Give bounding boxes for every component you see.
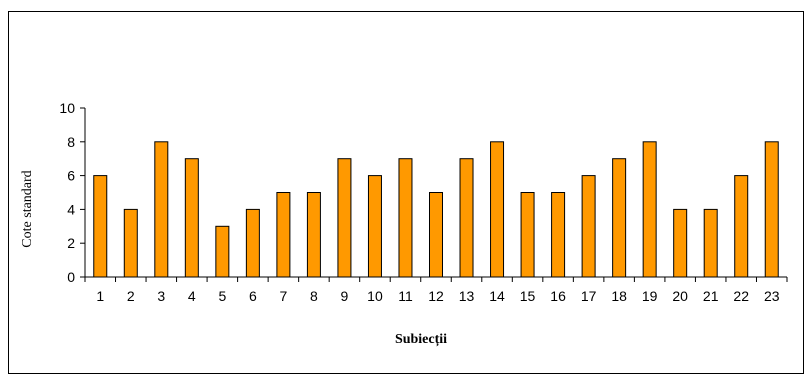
bar bbox=[673, 208, 688, 278]
x-tick-label: 3 bbox=[157, 288, 165, 304]
x-tick-label: 5 bbox=[218, 288, 226, 304]
x-tick-label: 22 bbox=[733, 288, 749, 304]
bar bbox=[123, 208, 138, 278]
x-tick-label: 19 bbox=[642, 288, 658, 304]
bar bbox=[306, 192, 321, 278]
bar bbox=[703, 208, 718, 278]
y-tick-label: 6 bbox=[67, 168, 75, 184]
y-axis-label: Cote standard bbox=[20, 170, 35, 247]
bar bbox=[429, 192, 443, 278]
x-tick-label: 11 bbox=[398, 288, 413, 304]
x-tick-label: 23 bbox=[764, 288, 780, 304]
bar bbox=[490, 141, 505, 278]
bar bbox=[520, 192, 535, 278]
y-tick-label: 4 bbox=[67, 201, 75, 217]
x-tick-label: 4 bbox=[188, 288, 196, 304]
x-tick-label: 18 bbox=[611, 288, 627, 304]
x-tick-label: 14 bbox=[489, 288, 505, 304]
x-tick-label: 17 bbox=[581, 288, 597, 304]
bar bbox=[93, 175, 108, 278]
bar bbox=[551, 192, 566, 278]
x-tick-label: 10 bbox=[367, 288, 383, 304]
bar bbox=[245, 208, 260, 278]
x-tick-label: 20 bbox=[672, 288, 688, 304]
bar bbox=[459, 158, 474, 278]
x-tick-label: 2 bbox=[127, 288, 135, 304]
bar bbox=[276, 192, 291, 278]
bar bbox=[398, 158, 413, 278]
bar bbox=[642, 141, 657, 278]
y-tick-label: 10 bbox=[59, 100, 75, 116]
x-tick-label: 15 bbox=[520, 288, 536, 304]
bar bbox=[184, 158, 199, 278]
x-tick-label: 7 bbox=[279, 288, 287, 304]
bar bbox=[154, 141, 169, 278]
bar bbox=[734, 175, 749, 278]
bar bbox=[612, 158, 627, 278]
bar bbox=[215, 225, 230, 278]
y-tick-label: 2 bbox=[67, 235, 75, 251]
x-tick-label: 13 bbox=[459, 288, 475, 304]
chart-bars bbox=[93, 141, 779, 278]
x-tick-label: 8 bbox=[310, 288, 318, 304]
x-tick-label: 6 bbox=[249, 288, 257, 304]
y-tick-label: 8 bbox=[67, 134, 75, 150]
y-tick-label: 0 bbox=[67, 269, 75, 285]
x-axis-label: Subiecții bbox=[395, 332, 447, 347]
bar bbox=[581, 175, 596, 278]
x-tick-label: 9 bbox=[341, 288, 349, 304]
x-tick-label: 1 bbox=[96, 288, 104, 304]
x-tick-label: 12 bbox=[428, 288, 444, 304]
x-tick-label: 16 bbox=[550, 288, 566, 304]
bar bbox=[764, 141, 779, 278]
bar bbox=[337, 158, 352, 278]
bar bbox=[367, 175, 382, 278]
x-tick-label: 21 bbox=[703, 288, 719, 304]
